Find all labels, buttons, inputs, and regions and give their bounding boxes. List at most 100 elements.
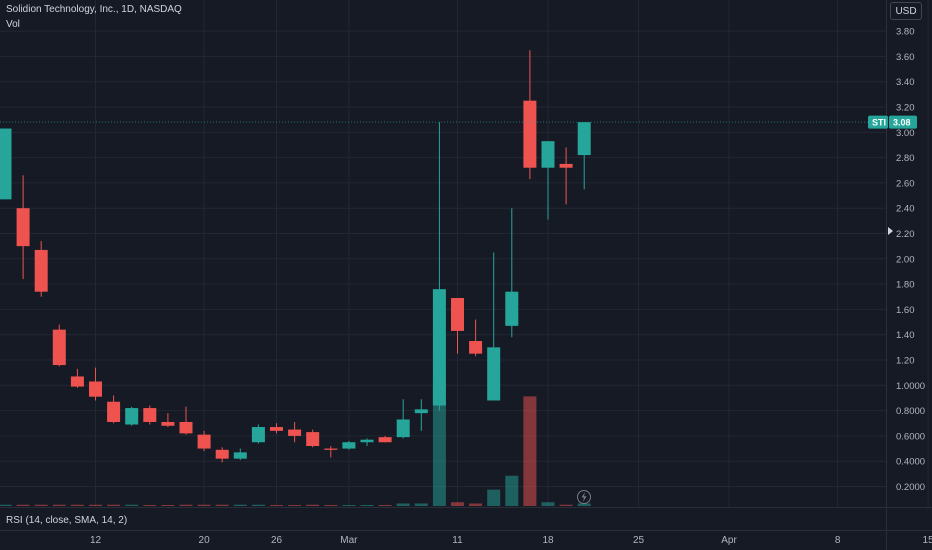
date-tick-label: 11 — [452, 535, 463, 546]
candle-body — [414, 409, 428, 414]
price-tick-label: 1.60 — [896, 305, 915, 316]
date-tick-label: Apr — [721, 535, 737, 546]
candle-body — [89, 381, 102, 397]
price-tick-label: 1.80 — [896, 280, 915, 291]
volume-bar — [0, 504, 12, 506]
candle-body — [233, 452, 247, 459]
price-tick-label: 0.6000 — [896, 431, 925, 442]
date-axis[interactable]: 12 20 26 Mar 11 18 25 Apr 8 15 — [90, 535, 932, 546]
volume-bar — [469, 503, 483, 506]
date-tick-label: 12 — [90, 535, 102, 546]
last-price-value: 3.08 — [893, 117, 911, 127]
volume-bar — [432, 380, 446, 506]
candle-body — [505, 291, 519, 326]
date-tick-label: 15 — [923, 535, 932, 546]
candle-body — [432, 289, 446, 406]
candle-body — [396, 419, 410, 438]
rsi-legend: RSI (14, close, SMA, 14, 2) — [6, 515, 128, 526]
last-price-value-bg — [889, 115, 917, 129]
volume-bar — [396, 503, 410, 506]
volume-bar — [360, 505, 374, 506]
candle-body — [52, 329, 66, 366]
candle-body — [451, 298, 464, 331]
price-tick-label: 2.80 — [896, 153, 915, 164]
price-tick-label: 2.40 — [896, 204, 915, 215]
volume-bar — [342, 505, 356, 506]
candle-body — [197, 434, 211, 449]
candle-body — [342, 442, 356, 449]
volume-legend: Vol — [6, 19, 20, 30]
volume-bar — [143, 505, 157, 506]
volume-bar — [378, 505, 392, 506]
candle-body — [215, 449, 229, 459]
candle-body — [559, 163, 573, 168]
volume-bar — [451, 502, 464, 506]
candle-body — [487, 347, 501, 401]
date-tick-label: 26 — [271, 535, 283, 546]
volume-bar — [541, 502, 555, 506]
volume-bar — [16, 504, 30, 506]
candle-body — [16, 208, 30, 247]
price-tick-label: 3.20 — [896, 103, 915, 114]
candle-body — [107, 401, 121, 422]
candle-body — [469, 341, 483, 354]
price-tick-label: 1.40 — [896, 330, 915, 341]
price-tick-label: 1.20 — [896, 356, 915, 367]
volume-bar — [161, 505, 175, 506]
last-price-ticker-bg — [868, 115, 888, 129]
candle-body — [70, 376, 84, 387]
candle-body — [0, 128, 12, 200]
candle-body — [251, 427, 265, 443]
date-tick-label: 25 — [633, 535, 645, 546]
price-tick-label: 3.40 — [896, 77, 915, 88]
price-axis[interactable]: 0.2000 0.4000 0.6000 0.8000 1.0000 1.20 1.40 1.… — [896, 27, 925, 493]
currency-button[interactable]: USD — [890, 2, 922, 20]
volume-bar — [251, 504, 265, 506]
date-tick-label: 8 — [835, 535, 841, 546]
price-tick-label: 2.00 — [896, 254, 915, 265]
volume-bar — [306, 504, 320, 506]
last-price-badge: STI 3.08 — [868, 115, 917, 129]
last-price-ticker: STI — [872, 117, 886, 127]
volume-bar — [52, 504, 66, 506]
volume-bar — [125, 504, 139, 506]
price-tick-label: 3.80 — [896, 27, 915, 38]
candle-body — [179, 421, 193, 434]
volume-bar — [577, 503, 591, 506]
volume-bar — [70, 504, 84, 506]
volume-bar — [233, 504, 247, 506]
price-tick-label: 0.4000 — [896, 457, 925, 468]
volume-bar — [505, 475, 519, 506]
date-tick-label: 20 — [199, 535, 211, 546]
candle-body — [34, 249, 48, 292]
candle-body — [523, 100, 537, 168]
volume-bar — [487, 489, 501, 506]
lightning-icon[interactable] — [577, 490, 591, 504]
volume-bar — [215, 504, 229, 506]
volume-bar — [34, 504, 48, 506]
candle-body — [378, 437, 392, 443]
candle-body — [143, 408, 157, 422]
price-tick-label: 2.60 — [896, 178, 915, 189]
price-tick-label: 3.00 — [896, 128, 915, 139]
candle-body — [541, 141, 555, 168]
candle-body — [161, 421, 175, 426]
price-tick-label: 3.60 — [896, 52, 915, 63]
scroll-to-realtime-icon[interactable] — [888, 227, 893, 235]
candle-body — [360, 439, 374, 443]
date-tick-label: Mar — [340, 535, 358, 546]
volume-bar — [270, 505, 283, 506]
price-tick-label: 1.0000 — [896, 381, 925, 392]
date-tick-label: 18 — [542, 535, 554, 546]
price-tick-label: 2.20 — [896, 229, 915, 240]
candle-body — [306, 432, 320, 447]
candle-body — [324, 448, 338, 450]
candle-body — [288, 429, 302, 436]
volume-bar — [107, 504, 121, 506]
candlesticks — [0, 50, 591, 463]
candle-body — [270, 427, 283, 431]
symbol-title: Solidion Technology, Inc., 1D, NASDAQ — [6, 4, 182, 15]
candle-body — [577, 122, 591, 156]
